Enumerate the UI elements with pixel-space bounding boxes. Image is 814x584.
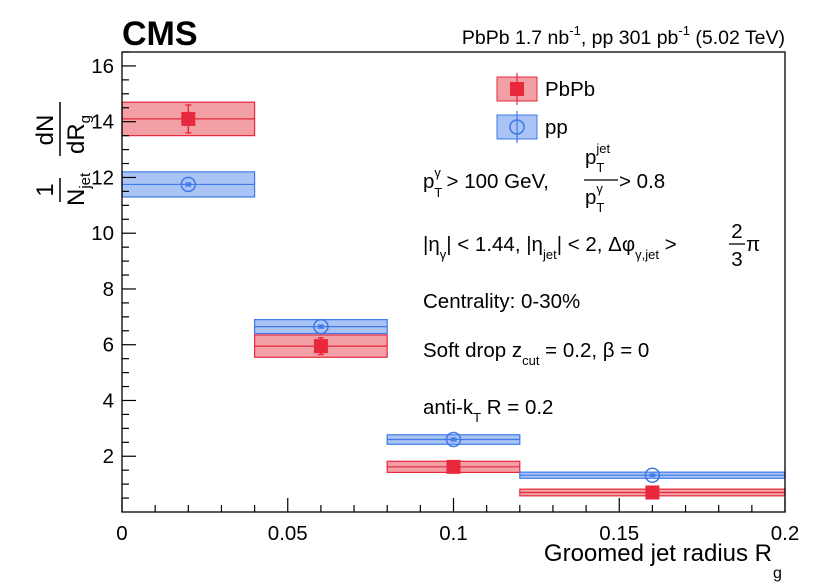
centrality-label: Centrality: 0-30% [423,290,580,313]
y-tick-label-0: 2 [103,445,114,468]
pbpb-marker-2 [446,459,461,474]
axes: 0 0.05 0.1 0.15 0.2 2 4 6 8 10 12 14 16 [91,51,800,545]
luminosity-label: PbPb 1.7 nb-1, pp 301 pb-1 (5.02 TeV) [462,23,785,49]
y-tick-label-7: 16 [91,55,114,78]
legend-entry-pp: pp [496,111,568,143]
data-marks [121,101,786,500]
cut-ratio-numerator: pTjet [585,141,610,175]
y-tick-label-5: 12 [91,166,114,189]
antikt-label: anti-kT R = 0.2 [423,396,553,425]
y-tick-label-4: 10 [91,222,114,245]
pbpb-marker-1 [313,339,328,354]
selection-annotations: pTγ > 100 GeV, pTjet pTγ > 0.8 |ηγ| < 1.… [423,141,760,425]
legend-pp-label: pp [545,116,568,139]
x-tick-label-0: 0 [116,522,127,545]
pbpb-marker-3 [645,485,660,500]
experiment-label: CMS [122,15,198,53]
pp-marker-0 [180,176,197,193]
x-axis-label-subscript: g [773,565,782,582]
svg-text:dRg: dRg [63,115,94,154]
pp-marker-2 [445,431,462,448]
x-tick-label-3: 0.15 [599,522,639,545]
fraction-three: 3 [731,248,742,271]
cut-eta-dphi: |ηγ| < 1.44, |ηjet| < 2, Δφγ,jet > [423,233,677,262]
svg-text:1: 1 [32,183,59,196]
legend-pp-marker [509,119,525,135]
y-tick-label-1: 4 [103,389,114,412]
svg-text:Njet: Njet [63,172,94,206]
pp-marker-3 [644,467,661,483]
y-tick-label-6: 14 [91,111,114,134]
legend-pbpb-marker [510,82,524,96]
x-tick-label-2: 0.1 [439,522,468,545]
x-axis-label: Groomed jet radius R [544,540,772,567]
fraction-two: 2 [731,220,742,243]
legend: PbPb pp [496,73,595,143]
legend-pbpb-label: PbPb [545,78,595,101]
legend-entry-pbpb: PbPb [496,73,595,105]
y-axis-label: 1 Njet dN dRg [32,102,94,206]
cut-ratio-value: > 0.8 [619,170,665,193]
x-tick-label-1: 0.05 [268,522,308,545]
pp-marker-1 [313,318,329,335]
x-tick-label-4: 0.2 [771,522,800,545]
pbpb-marker-0 [181,111,196,126]
cut-photon-pt: pTγ > 100 GeV, [423,165,549,200]
y-tick-label-2: 6 [103,334,114,357]
y-tick-label-3: 8 [103,278,114,301]
softdrop-label: Soft drop zcut = 0.2, β = 0 [423,339,649,368]
pi-symbol: π [746,233,760,256]
cut-ratio-denominator: pTγ [585,181,604,215]
svg-text:dN: dN [32,115,59,146]
